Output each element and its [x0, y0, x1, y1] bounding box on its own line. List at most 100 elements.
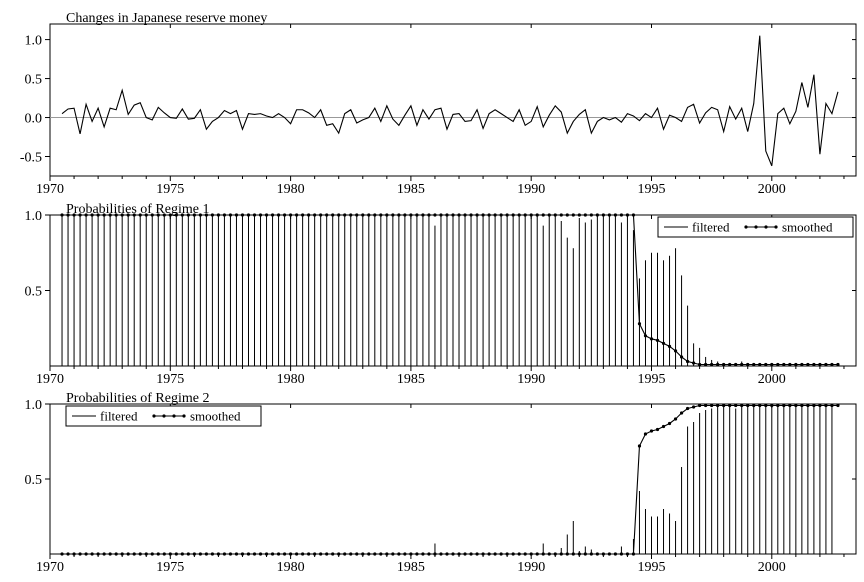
series-point: [234, 213, 239, 217]
series-point: [643, 432, 648, 436]
series-point: [493, 552, 497, 556]
series-point: [698, 362, 702, 367]
series-point: [240, 213, 245, 217]
series-point: [391, 213, 395, 217]
y-tick-label: 1.0: [25, 398, 43, 413]
x-tick-label: 1985: [397, 182, 425, 197]
series-point: [301, 552, 305, 556]
series-point: [288, 552, 293, 556]
legend-swatch-dot: [754, 225, 758, 229]
series-point: [565, 552, 569, 556]
series-point: [96, 213, 100, 217]
series-point: [776, 362, 780, 367]
series-point: [216, 213, 221, 217]
series-point: [144, 213, 148, 217]
x-tick-label: 1975: [156, 372, 184, 387]
series-point: [433, 552, 437, 556]
series-point: [90, 552, 94, 556]
series-point: [385, 552, 389, 556]
series-point: [535, 213, 539, 217]
series-point: [673, 349, 678, 353]
series-point: [367, 213, 371, 217]
series-point: [457, 552, 461, 556]
series-point: [445, 213, 449, 217]
series-point: [824, 403, 828, 408]
series-point: [704, 362, 708, 367]
series-point: [800, 403, 804, 408]
series-point: [264, 552, 269, 556]
series-point: [547, 552, 551, 556]
series-point: [649, 429, 654, 433]
series-point: [331, 213, 335, 217]
series-point: [613, 552, 618, 556]
series-point: [806, 362, 810, 367]
series-point: [228, 552, 233, 556]
plot-frame: [49, 23, 857, 177]
series-point: [782, 362, 786, 367]
series-point: [595, 213, 599, 217]
series-point: [192, 213, 196, 217]
series-point: [463, 552, 467, 556]
x-tick-label: 1990: [517, 372, 545, 387]
series-point: [535, 552, 539, 556]
series-point: [349, 552, 353, 556]
series-point: [174, 213, 178, 217]
series-point: [631, 213, 636, 217]
series-point: [78, 552, 82, 556]
y-tick-label: 0.0: [25, 112, 43, 127]
series-point: [655, 338, 660, 342]
x-tick-label: 1995: [637, 182, 665, 197]
series-point: [487, 213, 491, 217]
series-point: [493, 213, 497, 217]
legend-swatch-dot: [764, 225, 768, 229]
series-point: [343, 552, 347, 556]
series-point: [270, 213, 275, 217]
series-point: [607, 552, 611, 556]
series-point: [439, 552, 443, 556]
series-point: [132, 213, 136, 217]
series-point: [252, 213, 257, 217]
series-point: [60, 552, 64, 556]
series-point: [180, 213, 184, 217]
series-point: [439, 213, 443, 217]
series-point: [463, 213, 467, 217]
series-point: [824, 362, 828, 367]
series-point: [722, 403, 726, 408]
series-point: [162, 552, 166, 556]
series-point: [156, 213, 160, 217]
series-point: [421, 552, 425, 556]
series-point: [246, 213, 251, 217]
series-point: [397, 552, 401, 556]
series-point: [126, 552, 130, 556]
series-point: [276, 552, 281, 556]
series-point: [307, 213, 311, 217]
series-point: [198, 213, 202, 217]
legend-label: filtered: [692, 220, 730, 235]
series-point: [367, 552, 371, 556]
series-point: [523, 552, 527, 556]
y-tick-label: 0.5: [25, 285, 43, 300]
legend-swatch-dot: [774, 225, 778, 229]
series-point: [583, 552, 587, 556]
series-point: [84, 213, 88, 217]
series-point: [553, 552, 557, 556]
series-point: [361, 552, 365, 556]
series-point: [625, 213, 630, 217]
series-point: [379, 213, 383, 217]
series-point: [337, 213, 341, 217]
series-point: [740, 362, 744, 367]
series-point: [138, 552, 142, 556]
series-point: [192, 552, 196, 556]
series-point: [355, 213, 359, 217]
chart-panel-1: Changes in Japanese reserve money 1970 197…: [20, 11, 857, 197]
series-point: [818, 403, 822, 408]
series-point: [150, 552, 154, 556]
series-point: [673, 417, 678, 421]
series-point: [301, 213, 305, 217]
legend-label: smoothed: [782, 220, 833, 235]
series-point: [204, 213, 208, 217]
series-point: [776, 403, 780, 408]
series-point: [144, 552, 148, 556]
legend-swatch-dot: [162, 414, 166, 418]
